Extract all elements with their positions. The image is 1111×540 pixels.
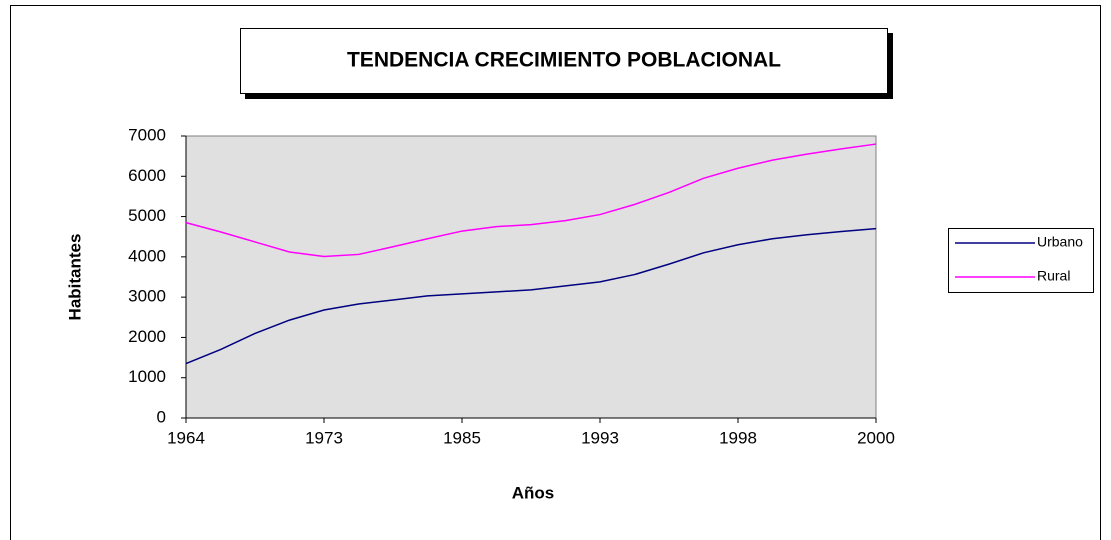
plot-area bbox=[185, 135, 877, 419]
y-tick-label: 0 bbox=[157, 407, 166, 426]
x-tick-label: 1973 bbox=[305, 428, 343, 447]
x-axis-label: Años bbox=[512, 483, 555, 502]
y-tick-label: 7000 bbox=[128, 125, 166, 144]
y-tick-label: 4000 bbox=[128, 246, 166, 265]
legend-label: Rural bbox=[1037, 268, 1070, 284]
y-tick-label: 3000 bbox=[128, 287, 166, 306]
y-tick-label: 1000 bbox=[128, 367, 166, 386]
y-tick-label: 5000 bbox=[128, 206, 166, 225]
y-tick-label: 2000 bbox=[128, 327, 166, 346]
chart-title: TENDENCIA CRECIMIENTO POBLACIONAL bbox=[347, 49, 781, 72]
legend-label: Urbano bbox=[1037, 234, 1083, 250]
legend-box bbox=[948, 228, 1094, 293]
x-tick-label: 1985 bbox=[443, 428, 481, 447]
x-tick-label: 1998 bbox=[719, 428, 757, 447]
series-line bbox=[185, 143, 877, 258]
y-axis-label: Habitantes bbox=[65, 234, 84, 321]
x-tick-label: 1964 bbox=[167, 428, 205, 447]
x-tick-label: 2000 bbox=[857, 428, 895, 447]
y-tick-label: 6000 bbox=[128, 166, 166, 185]
title-box bbox=[240, 28, 888, 94]
series-line bbox=[185, 227, 877, 365]
x-tick-label: 1993 bbox=[581, 428, 619, 447]
